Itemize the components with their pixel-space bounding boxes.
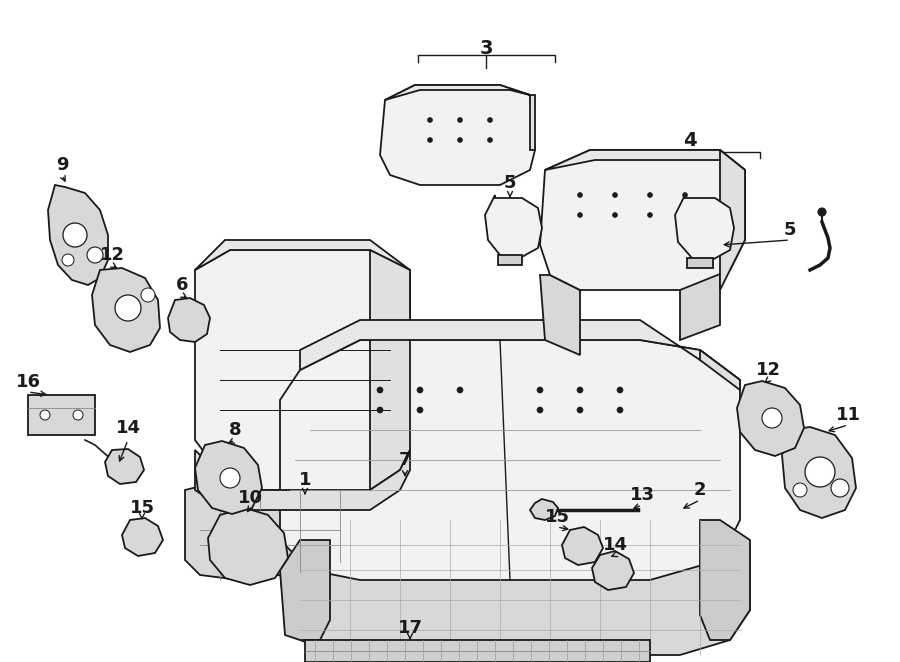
Circle shape (682, 213, 688, 218)
Text: 15: 15 (544, 508, 570, 526)
Circle shape (617, 407, 623, 413)
Circle shape (115, 295, 141, 321)
Text: 14: 14 (602, 536, 627, 554)
Circle shape (457, 138, 463, 142)
Text: 12: 12 (100, 246, 124, 264)
Polygon shape (195, 240, 410, 270)
Circle shape (62, 254, 74, 266)
Polygon shape (675, 195, 734, 260)
Polygon shape (195, 450, 410, 510)
Polygon shape (530, 499, 558, 520)
Circle shape (488, 138, 492, 142)
Text: 12: 12 (755, 361, 780, 379)
Polygon shape (782, 427, 856, 518)
Circle shape (647, 213, 652, 218)
Polygon shape (592, 551, 634, 590)
Text: 3: 3 (479, 38, 493, 58)
Polygon shape (680, 270, 720, 340)
Text: 1: 1 (299, 471, 311, 489)
Circle shape (578, 193, 582, 197)
Circle shape (682, 193, 688, 197)
Circle shape (578, 213, 582, 218)
Circle shape (488, 117, 492, 122)
Text: 2: 2 (694, 481, 706, 499)
Circle shape (613, 193, 617, 197)
Polygon shape (185, 480, 380, 580)
Polygon shape (105, 449, 144, 484)
Circle shape (617, 387, 623, 393)
Text: 7: 7 (399, 451, 411, 469)
Text: 4: 4 (683, 130, 697, 150)
Text: 5: 5 (504, 174, 517, 192)
Polygon shape (92, 268, 160, 352)
Circle shape (577, 407, 583, 413)
Circle shape (417, 387, 423, 393)
Circle shape (647, 193, 652, 197)
Text: 16: 16 (15, 373, 40, 391)
Polygon shape (48, 185, 108, 285)
Text: 6: 6 (176, 276, 188, 294)
Circle shape (537, 387, 543, 393)
Polygon shape (540, 275, 580, 355)
Polygon shape (370, 250, 410, 490)
Circle shape (457, 387, 463, 393)
Text: 5: 5 (784, 221, 796, 239)
Circle shape (831, 479, 849, 497)
Polygon shape (687, 258, 713, 268)
Circle shape (141, 288, 155, 302)
Polygon shape (385, 85, 530, 100)
Polygon shape (280, 340, 740, 580)
Polygon shape (280, 520, 750, 655)
Polygon shape (280, 540, 330, 640)
Polygon shape (720, 150, 745, 290)
Text: 11: 11 (835, 406, 860, 424)
Circle shape (428, 138, 433, 142)
Circle shape (537, 407, 543, 413)
Circle shape (818, 208, 826, 216)
Polygon shape (28, 395, 95, 435)
Circle shape (457, 117, 463, 122)
Text: 17: 17 (398, 619, 422, 637)
Text: 14: 14 (115, 419, 140, 437)
Circle shape (63, 223, 87, 247)
Circle shape (577, 387, 583, 393)
Polygon shape (300, 320, 740, 380)
Circle shape (73, 410, 83, 420)
Circle shape (377, 407, 383, 413)
Polygon shape (305, 640, 650, 662)
Polygon shape (195, 250, 410, 490)
Polygon shape (195, 441, 262, 514)
Polygon shape (737, 381, 804, 456)
Circle shape (87, 247, 103, 263)
Text: 9: 9 (56, 156, 68, 174)
Circle shape (762, 408, 782, 428)
Circle shape (428, 117, 433, 122)
Polygon shape (168, 298, 210, 342)
Polygon shape (700, 520, 750, 640)
Polygon shape (562, 527, 603, 565)
Circle shape (220, 468, 240, 488)
Polygon shape (208, 508, 288, 585)
Polygon shape (485, 195, 542, 258)
Circle shape (613, 213, 617, 218)
Circle shape (793, 483, 807, 497)
Text: 13: 13 (629, 486, 654, 504)
Polygon shape (545, 150, 745, 170)
Text: 10: 10 (238, 489, 263, 507)
Circle shape (40, 410, 50, 420)
Polygon shape (530, 95, 535, 150)
Polygon shape (122, 518, 163, 556)
Circle shape (417, 407, 423, 413)
Polygon shape (498, 255, 522, 265)
Polygon shape (540, 150, 745, 290)
Circle shape (377, 387, 383, 393)
Text: 15: 15 (130, 499, 155, 517)
Polygon shape (700, 350, 740, 390)
Circle shape (805, 457, 835, 487)
Polygon shape (380, 85, 535, 185)
Text: 8: 8 (229, 421, 241, 439)
